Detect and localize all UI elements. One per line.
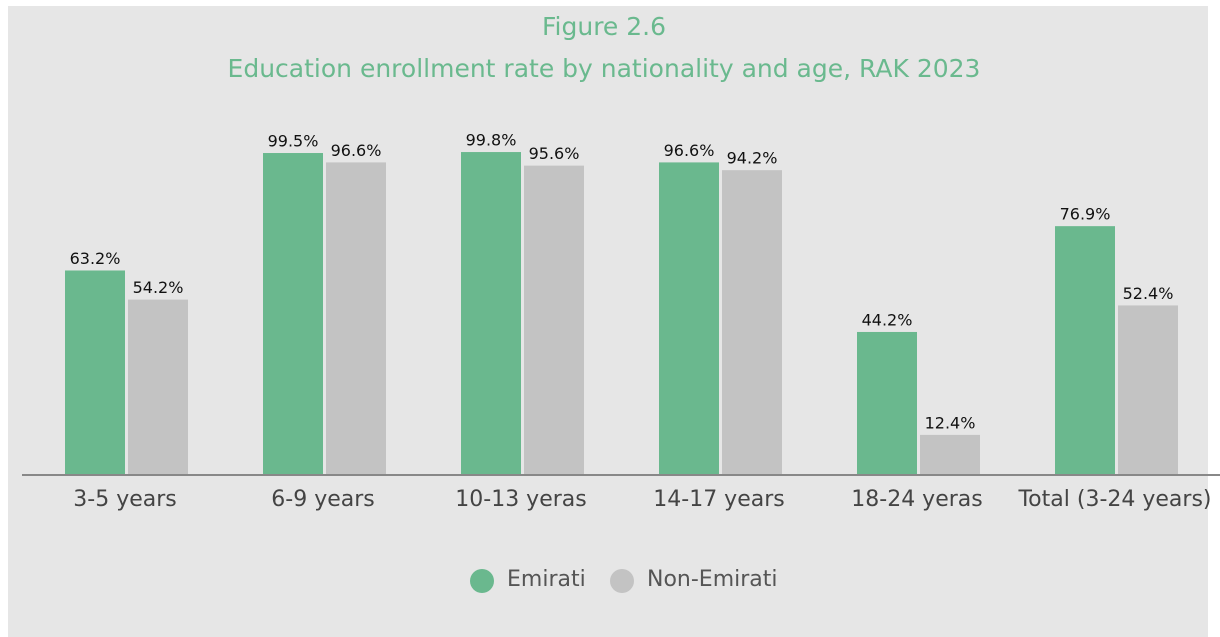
value-label: 96.6%	[664, 141, 715, 160]
value-label: 76.9%	[1060, 205, 1111, 224]
value-label: 94.2%	[727, 149, 778, 168]
value-label: 95.6%	[529, 144, 580, 163]
value-label: 54.2%	[133, 278, 184, 297]
legend-marker	[470, 569, 494, 593]
value-label: 63.2%	[70, 249, 121, 268]
bar	[263, 153, 323, 475]
x-tick-label: 3-5 years	[73, 487, 176, 512]
bar	[1055, 226, 1115, 475]
bar	[128, 299, 188, 475]
x-tick-label: 10-13 yeras	[455, 487, 586, 512]
value-label: 52.4%	[1123, 284, 1174, 303]
chart-subtitle: Education enrollment rate by nationality…	[228, 54, 981, 83]
chart-background	[8, 6, 1208, 637]
bar	[1118, 305, 1178, 475]
bar	[326, 162, 386, 475]
bar	[65, 270, 125, 475]
bar	[659, 162, 719, 475]
bar	[461, 152, 521, 476]
value-label: 12.4%	[925, 413, 976, 432]
value-label: 99.5%	[268, 132, 319, 151]
legend-marker	[610, 569, 634, 593]
chart-title: Figure 2.6	[542, 12, 666, 41]
value-label: 99.8%	[466, 131, 517, 150]
x-tick-label: 14-17 years	[653, 487, 784, 512]
value-label: 96.6%	[331, 141, 382, 160]
bar	[722, 170, 782, 475]
x-tick-label: 18-24 yeras	[851, 487, 982, 512]
x-tick-label: Total (3-24 years)	[1017, 487, 1211, 512]
bar	[524, 165, 584, 475]
value-label: 44.2%	[862, 310, 913, 329]
legend-label: Emirati	[507, 567, 586, 592]
x-tick-label: 6-9 years	[271, 487, 374, 512]
legend-label: Non-Emirati	[647, 567, 778, 592]
bar	[857, 331, 917, 475]
bar	[920, 434, 980, 475]
